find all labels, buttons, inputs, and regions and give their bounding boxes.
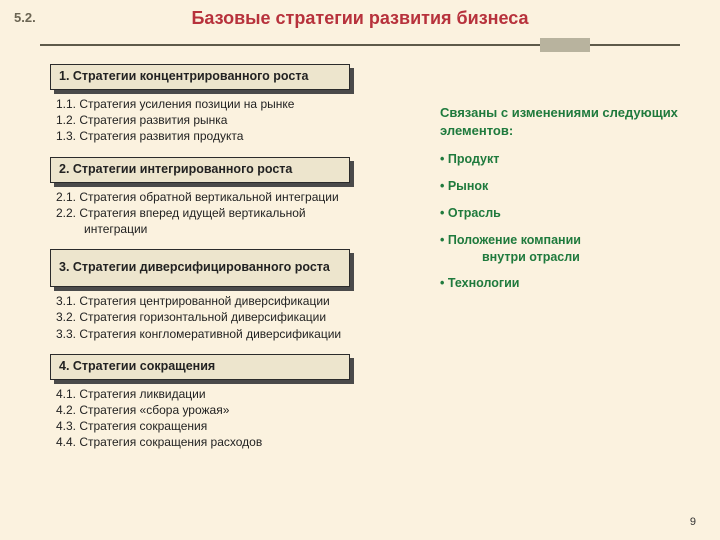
horizontal-rule [40,44,680,46]
strategy-sublist: 4.1. Стратегия ликвидации4.2. Стратегия … [50,386,390,451]
strategies-column: 1. Стратегии концентрированного роста 1.1… [50,64,390,462]
header-face: 2. Стратегии интегрированного роста [50,157,350,183]
strategy-subitem: 1.3. Стратегия развития продукта [56,128,390,144]
header-face: 1. Стратегии концентрированного роста [50,64,350,90]
strategy-subitem: 2.2. Стратегия вперед идущей вертикально… [56,205,390,237]
strategy-subitem: 1.1. Стратегия усиления позиции на рынке [56,96,390,112]
header-face: 4. Стратегии сокращения [50,354,350,380]
context-bullet: • Рынок [440,178,680,195]
page-number: 9 [690,516,696,528]
context-bullet: • Положение компаниивнутри отрасли [440,232,680,266]
strategy-header: 4. Стратегии сокращения [50,354,350,380]
strategy-block: 2. Стратегии интегрированного роста 2.1. … [50,157,390,238]
strategy-subitem: 3.3. Стратегия конгломеративной диверсиф… [56,326,390,342]
page-title: Базовые стратегии развития бизнеса [0,8,720,29]
strategy-block: 3. Стратегии диверсифицированного роста 3… [50,249,390,342]
strategy-subitem: 4.3. Стратегия сокращения [56,418,390,434]
context-column: Связаны с изменениями следующих элементо… [440,104,680,302]
context-bullet: • Технологии [440,275,680,292]
strategy-sublist: 3.1. Стратегия центрированной диверсифик… [50,293,390,342]
strategy-block: 4. Стратегии сокращения 4.1. Стратегия ли… [50,354,390,451]
header-face: 3. Стратегии диверсифицированного роста [50,249,350,287]
strategy-header: 3. Стратегии диверсифицированного роста [50,249,350,287]
strategy-header: 1. Стратегии концентрированного роста [50,64,350,90]
context-bullet: • Продукт [440,151,680,168]
strategy-subitem: 1.2. Стратегия развития рынка [56,112,390,128]
strategy-subitem: 3.1. Стратегия центрированной диверсифик… [56,293,390,309]
strategy-subitem: 2.1. Стратегия обратной вертикальной инт… [56,189,390,205]
strategy-subitem: 4.4. Стратегия сокращения расходов [56,434,390,450]
strategy-header: 2. Стратегии интегрированного роста [50,157,350,183]
rule-accent [540,38,590,52]
strategy-subitem: 4.1. Стратегия ликвидации [56,386,390,402]
strategy-sublist: 1.1. Стратегия усиления позиции на рынке… [50,96,390,145]
strategy-sublist: 2.1. Стратегия обратной вертикальной инт… [50,189,390,238]
context-bullets: • Продукт • Рынок • Отрасль • Положение ком… [440,151,680,292]
context-title: Связаны с изменениями следующих элементо… [440,104,680,139]
strategy-block: 1. Стратегии концентрированного роста 1.1… [50,64,390,145]
context-bullet: • Отрасль [440,205,680,222]
strategy-subitem: 3.2. Стратегия горизонтальной диверсифик… [56,309,390,325]
strategy-subitem: 4.2. Стратегия «сбора урожая» [56,402,390,418]
